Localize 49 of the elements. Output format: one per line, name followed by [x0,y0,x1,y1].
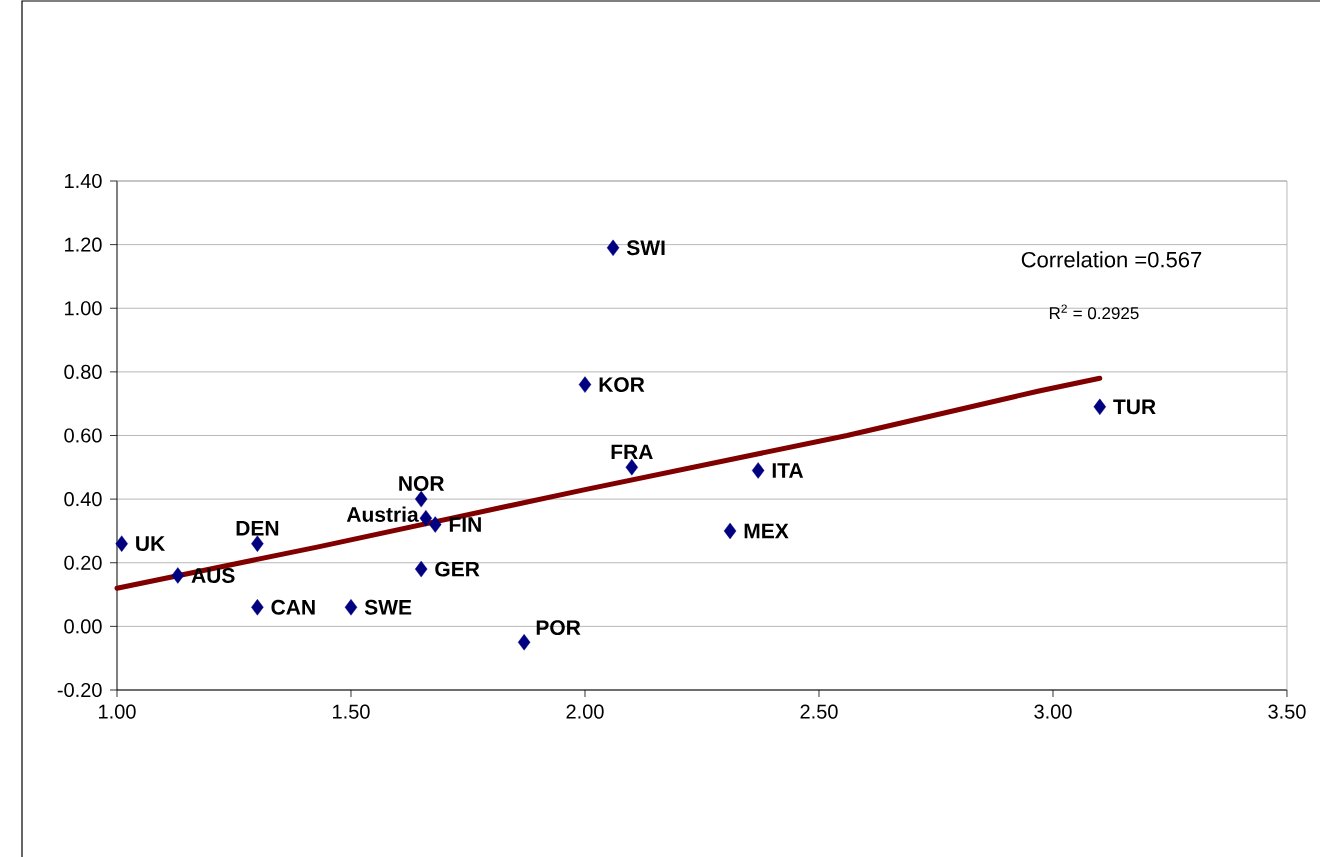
annotation: SWE [364,599,412,615]
point [415,490,428,508]
point [251,599,264,616]
point [419,510,433,527]
point [415,560,428,578]
annotation: UK [136,536,166,551]
point [251,535,264,552]
annotation: SWI [626,240,665,256]
annotation: AUS [191,568,235,583]
point [606,239,620,256]
point [115,535,128,552]
annotation: Austria [346,506,419,522]
x-tick-label: 1.50 [333,704,370,719]
y-tick-label: 1.40 [65,173,102,189]
x-tick-label: 3.00 [1034,704,1072,719]
point [578,376,592,393]
annotation: DEN [236,521,279,536]
annotation: CAN [271,599,315,615]
annotation: GER [435,561,480,577]
point [1093,398,1106,416]
y-tick-label: 0.00 [64,619,102,634]
x-tick-label: 2.00 [566,704,604,719]
point [723,522,737,540]
y-tick-label: 0.40 [64,492,102,507]
point [344,599,358,616]
point [429,516,442,533]
y-tick-label: 0.80 [64,364,102,379]
y-tick-label: 0.60 [64,428,102,443]
point [625,459,638,476]
y-tick-label: 1.20 [65,237,102,252]
point [517,634,531,651]
annotation: R$^{2}$ = 0.2925 [1049,304,1139,320]
annotation: ITA [772,463,804,478]
point [751,462,765,479]
point [171,567,185,584]
annotation: Correlation =0.567 [1021,251,1202,268]
annotation: FRA [611,444,653,460]
x-tick-label: 1.00 [99,704,136,719]
annotation: POR [536,620,581,636]
x-tick-label: 3.50 [1268,704,1306,719]
annotation: TUR [1113,399,1156,415]
annotation: MEX [744,523,789,539]
y-tick-label: -0.20 [57,682,102,698]
x-tick-label: 2.50 [800,704,838,719]
y-tick-label: 0.20 [64,555,102,570]
annotation: NOR [399,476,445,491]
annotation: KOR [599,377,645,393]
annotation: FIN [449,517,481,532]
y-tick-label: 1.00 [65,301,102,316]
